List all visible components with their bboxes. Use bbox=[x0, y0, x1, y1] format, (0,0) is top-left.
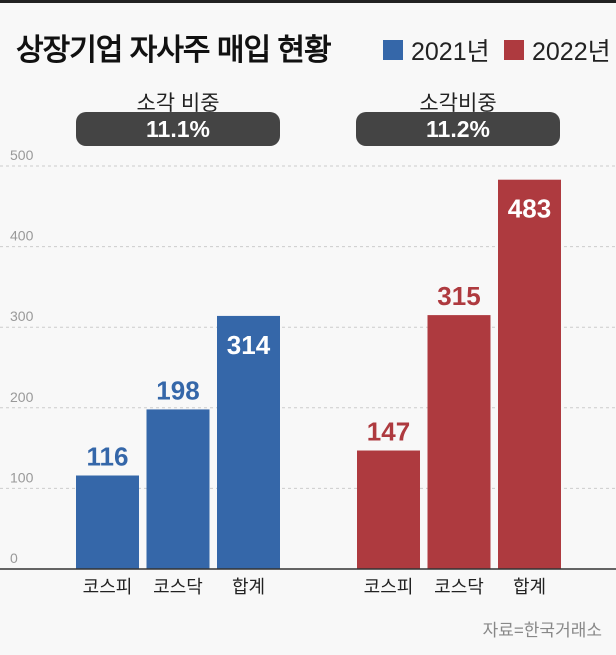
y-tick-label: 0 bbox=[10, 550, 18, 566]
y-tick-label: 200 bbox=[10, 389, 34, 405]
x-tick-label: 코스피 bbox=[83, 577, 133, 597]
legend-swatch bbox=[504, 40, 524, 60]
legend-label: 2021년 bbox=[411, 38, 490, 66]
x-tick-label: 코스피 bbox=[364, 577, 414, 597]
x-tick-label: 코스닥 bbox=[434, 577, 484, 597]
ratio-pill-2021: 11.1% bbox=[76, 112, 280, 146]
y-tick-label: 300 bbox=[10, 308, 34, 324]
ratio-label-2021: 소각 비중 bbox=[136, 92, 220, 115]
legend-label: 2022년 bbox=[532, 38, 611, 66]
data-label: 314 bbox=[227, 330, 271, 360]
ratio-label-2022: 소각비중 bbox=[419, 92, 497, 115]
bar bbox=[76, 475, 139, 569]
y-tick-label: 400 bbox=[10, 228, 34, 244]
x-tick-label: 합계 bbox=[513, 577, 546, 597]
chart-title: 상장기업 자사주 매입 현황 bbox=[16, 34, 332, 67]
data-label: 116 bbox=[87, 442, 129, 472]
legend-item-2021: 2021년 bbox=[383, 32, 490, 68]
x-tick-label: 코스닥 bbox=[153, 577, 203, 597]
bar bbox=[357, 450, 420, 569]
legend-item-2022: 2022년 bbox=[504, 32, 611, 68]
y-tick-label: 100 bbox=[10, 469, 34, 485]
y-tick-label: 500 bbox=[10, 147, 34, 163]
data-label: 483 bbox=[508, 194, 551, 224]
bar bbox=[498, 179, 561, 569]
plot-area: 0 100 200 300 400 500 116 코스피 198 코스닥 314 합계 147 코스피 3… bbox=[0, 147, 616, 597]
bar bbox=[146, 409, 210, 569]
bar bbox=[217, 315, 280, 569]
data-label: 147 bbox=[367, 417, 410, 447]
legend-swatch bbox=[383, 40, 403, 60]
data-label: 198 bbox=[156, 375, 199, 405]
ratio-pill-2022: 11.2% bbox=[356, 112, 560, 146]
data-label: 315 bbox=[437, 281, 480, 311]
source-note: 자료=한국거래소 bbox=[482, 621, 602, 640]
bar bbox=[427, 315, 491, 569]
x-tick-label: 합계 bbox=[232, 577, 265, 597]
